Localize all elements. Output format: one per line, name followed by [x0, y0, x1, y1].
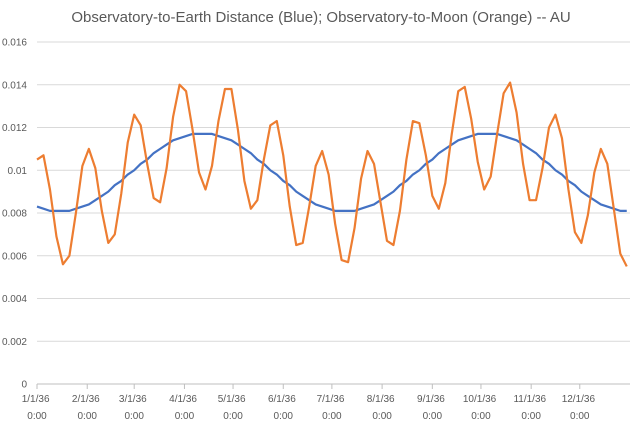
y-tick-label: 0.002: [2, 337, 27, 348]
series-line: [36, 132, 627, 212]
y-tick-label: 0.012: [2, 123, 27, 134]
x-tick-label: 10/1/36 0:00: [463, 394, 499, 422]
chart-title: Observatory-to-Earth Distance (Blue); Ob…: [71, 9, 570, 26]
x-tick-label: 1/1/36 0:00: [22, 394, 53, 422]
y-tick-label: 0.008: [2, 209, 27, 220]
x-tick-label: 5/1/36 0:00: [218, 394, 249, 422]
y-tick-label: 0.016: [2, 38, 27, 49]
x-tick-label: 9/1/36 0:00: [417, 394, 448, 422]
x-tick-label: 3/1/36 0:00: [119, 394, 150, 422]
y-tick-label: 0.004: [2, 294, 27, 305]
y-tick-label: 0.01: [8, 166, 28, 177]
series-line: [36, 81, 628, 267]
x-tick-label: 2/1/36 0:00: [72, 394, 103, 422]
y-tick-label: 0.014: [2, 80, 27, 91]
y-tick-label: 0: [21, 380, 27, 391]
x-tick-label: 6/1/36 0:00: [268, 394, 299, 422]
x-tick-label: 12/1/36 0:00: [562, 394, 598, 422]
x-tick-label: 7/1/36 0:00: [317, 394, 348, 422]
x-tick-label: 11/1/36 0:00: [513, 394, 548, 422]
x-tick-label: 8/1/36 0:00: [367, 394, 398, 422]
y-tick-label: 0.006: [2, 251, 27, 262]
x-tick-label: 4/1/36 0:00: [169, 394, 200, 422]
